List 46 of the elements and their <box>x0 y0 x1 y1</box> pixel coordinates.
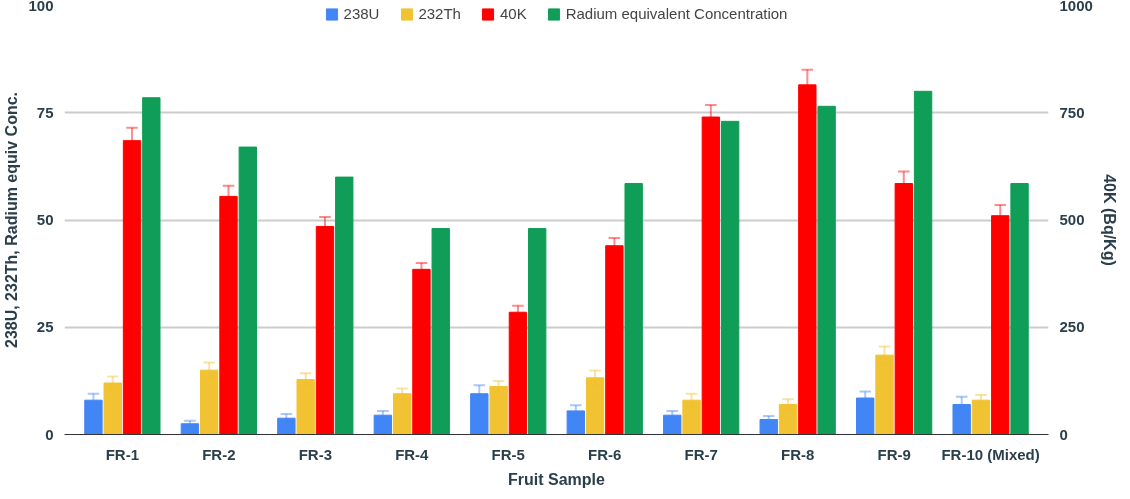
y2-tick-label: 250 <box>1059 318 1085 336</box>
y2-tick-label: 500 <box>1059 211 1085 228</box>
x-tick-label: FR-8 <box>781 445 815 463</box>
bar <box>180 423 200 435</box>
bar <box>585 377 605 435</box>
bar <box>103 382 122 435</box>
bar <box>682 399 701 435</box>
bar <box>392 393 412 435</box>
bar <box>296 379 315 435</box>
x-tick-label: FR-5 <box>491 445 525 463</box>
bar <box>663 414 682 435</box>
bar <box>875 354 894 435</box>
bar <box>200 369 219 435</box>
x-tick-label: FR-3 <box>298 445 332 463</box>
x-tick-label: FR-9 <box>877 445 911 463</box>
bar <box>566 410 585 435</box>
x-tick-label: FR-10 (Mixed) <box>941 445 1040 463</box>
bar <box>373 414 393 435</box>
y2-tick-label: 750 <box>1059 103 1085 121</box>
y-tick-label: 0 <box>45 425 54 443</box>
legend-label: 40K <box>499 5 527 22</box>
y-tick-label: 75 <box>36 103 54 121</box>
y-tick-label: 25 <box>36 318 54 336</box>
legend-label: 238U <box>343 5 380 22</box>
bar <box>952 403 971 435</box>
y-tick-label: 100 <box>28 0 54 14</box>
y2-tick-label: 0 <box>1059 425 1068 443</box>
bar <box>759 418 778 435</box>
y-tick-label: 50 <box>36 211 54 228</box>
x-tick-label: FR-6 <box>588 445 622 463</box>
bar <box>470 393 489 435</box>
legend-label: Radium equivalent Concentration <box>565 5 788 22</box>
x-axis-title: Fruit Sample <box>508 470 606 488</box>
x-tick-label: FR-7 <box>684 445 718 463</box>
bar <box>84 399 103 435</box>
x-tick-label: FR-1 <box>105 445 140 463</box>
x-tick-label: FR-2 <box>202 445 236 463</box>
legend-label: 232Th <box>418 5 461 22</box>
bar <box>277 417 296 435</box>
bar <box>971 399 991 435</box>
y2-axis-title: 40K (Bq/Kg) <box>1100 174 1118 266</box>
y-axis-title: 238U, 232Th, Radium equiv Conc. <box>3 91 21 349</box>
bar <box>778 403 798 435</box>
y2-tick-label: 1000 <box>1059 0 1093 14</box>
bar <box>856 397 875 435</box>
x-tick-label: FR-4 <box>395 445 430 463</box>
